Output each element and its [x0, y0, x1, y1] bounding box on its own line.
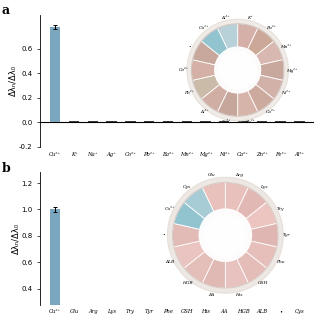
Bar [50, 27, 60, 122]
Text: b: b [2, 162, 11, 175]
Y-axis label: Δλₙ/Δλ₀: Δλₙ/Δλ₀ [9, 65, 18, 96]
Y-axis label: Δλₙ/Δλ₀: Δλₙ/Δλ₀ [11, 223, 20, 254]
Text: a: a [2, 4, 10, 17]
Bar [50, 209, 60, 320]
